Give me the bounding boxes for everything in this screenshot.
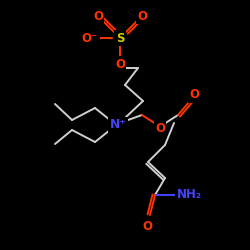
Text: O: O [137,10,147,22]
Text: O: O [115,58,125,70]
Text: O: O [155,122,165,134]
Text: O: O [142,220,152,234]
Text: S: S [116,32,124,44]
Text: O⁻: O⁻ [82,32,98,44]
Text: NH₂: NH₂ [176,188,202,202]
Text: O: O [189,88,199,102]
Text: N⁺: N⁺ [110,118,126,132]
Text: O: O [93,10,103,22]
